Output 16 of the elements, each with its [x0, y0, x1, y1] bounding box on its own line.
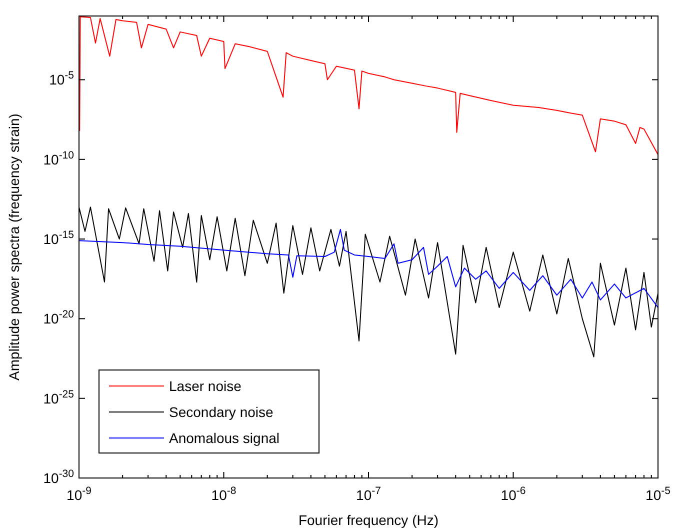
x-tick-label: 10$^{-6}$: [500, 485, 526, 503]
y-axis-title: Amplitude power spectra (frequency strain): [6, 114, 22, 380]
y-tick-label: 10$^{-30}$: [43, 468, 74, 486]
y-tick-label: 10$^{-15}$: [43, 229, 74, 248]
x-axis-title: Fourier frequency (Hz): [298, 512, 439, 528]
legend-label: Anomalous signal: [169, 430, 280, 446]
legend-label: Laser noise: [169, 378, 242, 394]
y-tick-label: 10$^{-25}$: [43, 388, 74, 406]
legend-label: Secondary noise: [169, 404, 274, 420]
y-tick-label: 10$^{-5}$: [49, 70, 74, 88]
y-tick-label: 10$^{-20}$: [43, 308, 74, 327]
x-tick-label: 10$^{-8}$: [211, 485, 236, 503]
y-tick-label: 10$^{-10}$: [43, 149, 74, 168]
x-tick-label: 10$^{-7}$: [356, 485, 382, 503]
x-tick-label: 10$^{-9}$: [66, 485, 92, 503]
x-tick-label: 10$^{-5}$: [646, 485, 671, 503]
